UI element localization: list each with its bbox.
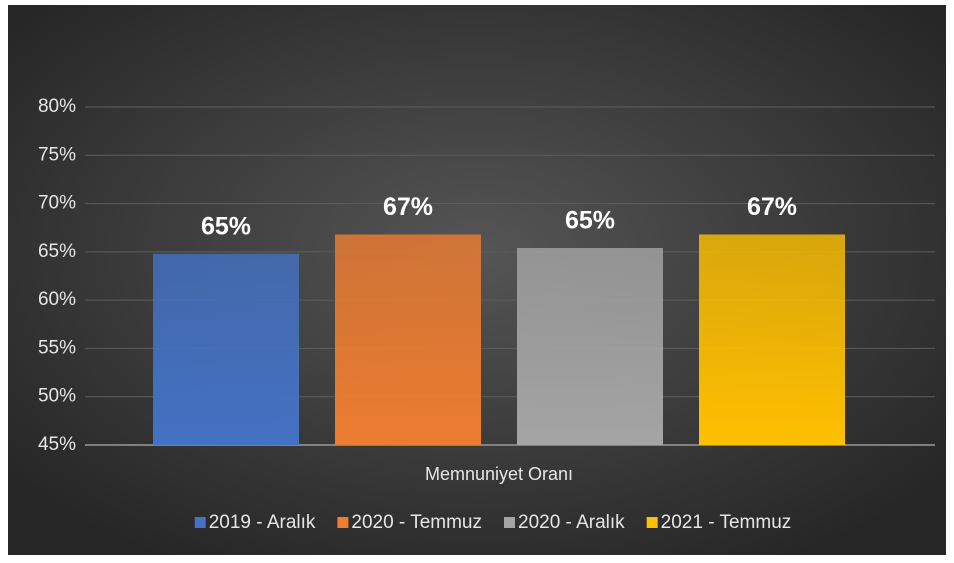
legend-label: 2020 - Aralık bbox=[518, 512, 625, 533]
y-tick-label: 60% bbox=[38, 289, 76, 310]
bar bbox=[699, 234, 845, 445]
y-tick-label: 45% bbox=[38, 434, 76, 455]
legend-swatch bbox=[194, 517, 206, 528]
y-tick-label: 75% bbox=[38, 144, 76, 165]
y-tick-label: 70% bbox=[38, 193, 76, 214]
legend-swatch bbox=[504, 517, 515, 528]
legend-label: 2021 - Temmuz bbox=[661, 512, 792, 533]
legend-swatch bbox=[337, 517, 349, 528]
legend-label: 2020 - Temmuz bbox=[351, 512, 482, 533]
legend-swatch bbox=[646, 517, 658, 528]
data-label: 65% bbox=[201, 212, 251, 240]
data-label: 65% bbox=[565, 207, 615, 235]
bar bbox=[153, 253, 299, 445]
y-tick-label: 65% bbox=[38, 241, 76, 262]
data-label: 67% bbox=[383, 193, 433, 221]
bar bbox=[517, 247, 663, 445]
y-tick-label: 80% bbox=[38, 96, 76, 117]
x-tick-label: Memnuniyet Oranı bbox=[425, 464, 573, 484]
y-tick-label: 50% bbox=[38, 386, 76, 407]
bar bbox=[335, 234, 481, 445]
legend-label: 2019 - Aralık bbox=[209, 512, 316, 533]
data-label: 67% bbox=[747, 193, 797, 221]
y-tick-label: 55% bbox=[38, 337, 76, 358]
